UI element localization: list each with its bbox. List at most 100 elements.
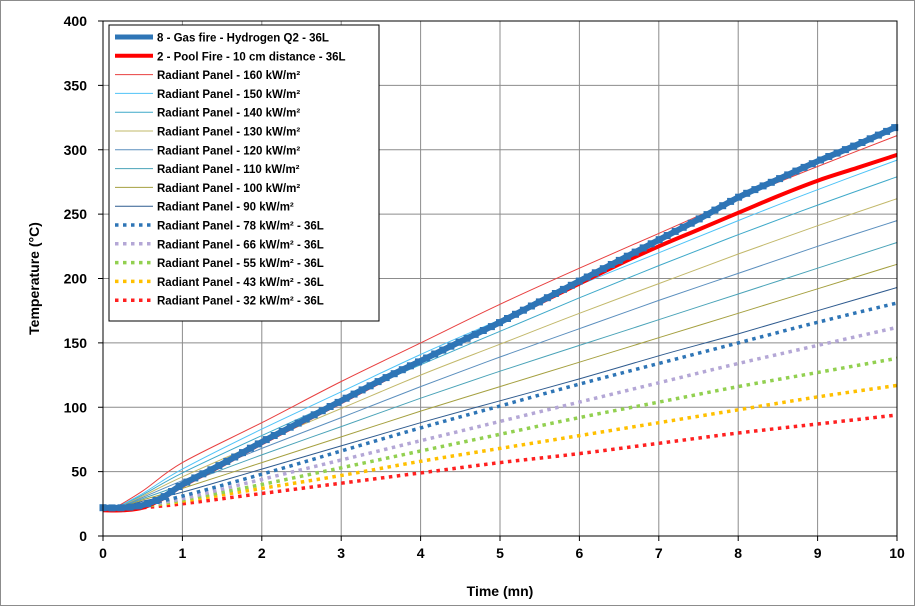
- data-point-marker: [254, 440, 262, 448]
- series-line: [110, 263, 898, 511]
- series-line: [110, 301, 898, 513]
- data-point-marker: [406, 362, 414, 370]
- data-point-marker: [223, 457, 231, 465]
- data-point-marker: [471, 330, 479, 338]
- data-point-marker: [191, 474, 199, 482]
- data-point-marker: [431, 350, 439, 358]
- legend-label: Radiant Panel - 55 kW/m² - 36L: [157, 258, 324, 270]
- data-point-marker: [535, 298, 543, 306]
- data-point-marker: [808, 160, 816, 168]
- data-point-marker: [144, 500, 152, 508]
- data-point-marker: [743, 189, 751, 197]
- data-point-marker: [463, 334, 471, 342]
- data-point-marker: [817, 156, 824, 164]
- data-point-marker: [160, 493, 168, 501]
- data-point-marker: [874, 131, 882, 139]
- data-point-marker: [231, 453, 239, 461]
- x-tick-label: 0: [99, 545, 107, 561]
- x-tick-label: 7: [655, 545, 663, 561]
- data-point-marker: [215, 462, 223, 470]
- data-point-marker: [825, 153, 833, 160]
- x-tick-label: 5: [496, 545, 504, 561]
- data-point-marker: [567, 281, 575, 289]
- data-point-marker: [727, 197, 735, 205]
- data-point-marker: [270, 432, 278, 439]
- data-point-marker: [519, 306, 527, 314]
- x-tick-label: 4: [417, 545, 425, 561]
- data-point-marker: [262, 436, 270, 444]
- data-point-marker: [326, 403, 334, 410]
- x-tick-label: 10: [889, 545, 905, 561]
- data-point-marker: [767, 178, 775, 186]
- data-point-marker: [639, 244, 647, 252]
- data-point-marker: [447, 342, 455, 350]
- data-point-marker: [711, 206, 719, 214]
- data-point-marker: [679, 223, 687, 231]
- data-point-marker: [439, 346, 447, 354]
- data-point-marker: [302, 415, 310, 423]
- series-line: [110, 198, 898, 511]
- data-point-marker: [655, 236, 663, 244]
- legend-label: Radiant Panel - 66 kW/m² - 36L: [157, 239, 324, 251]
- data-point-marker: [512, 310, 519, 318]
- x-tick-label: 8: [734, 545, 742, 561]
- data-point-marker: [543, 294, 551, 302]
- data-point-marker: [423, 354, 431, 362]
- data-point-marker: [527, 302, 535, 310]
- data-point-marker: [776, 175, 784, 183]
- data-point-marker: [695, 215, 703, 223]
- data-point-marker: [117, 504, 125, 512]
- series-line: [110, 159, 898, 511]
- data-point-marker: [559, 285, 567, 293]
- legend-label: Radiant Panel - 160 kW/m²: [157, 70, 300, 82]
- series-line: [110, 176, 898, 511]
- data-point-marker: [310, 411, 318, 419]
- data-point-marker: [334, 398, 342, 406]
- y-tick-label: 0: [79, 528, 87, 544]
- legend-label: Radiant Panel - 32 kW/m² - 36L: [157, 296, 324, 308]
- y-tick-label: 350: [64, 77, 88, 93]
- data-point-marker: [866, 135, 874, 143]
- data-point-marker: [850, 142, 858, 150]
- data-point-marker: [455, 338, 463, 346]
- data-point-marker: [294, 419, 302, 427]
- data-point-marker: [591, 269, 599, 277]
- data-point-marker: [575, 277, 583, 285]
- legend: 8 - Gas fire - Hydrogen Q2 - 36L 2 - Pool…: [108, 24, 380, 322]
- y-axis-label: Temperature (°C): [26, 222, 42, 335]
- data-point-marker: [108, 504, 116, 512]
- data-point-marker: [800, 163, 808, 171]
- x-tick-label: 1: [179, 545, 187, 561]
- legend-label: Radiant Panel - 43 kW/m² - 36L: [157, 277, 324, 289]
- data-point-marker: [607, 261, 615, 268]
- data-point-marker: [599, 265, 607, 273]
- data-point-marker: [687, 219, 695, 227]
- legend-label: Radiant Panel - 78 kW/m² - 36L: [157, 221, 324, 233]
- data-point-marker: [318, 407, 326, 415]
- data-point-marker: [278, 427, 286, 435]
- data-point-marker: [168, 488, 176, 495]
- y-tick-label: 250: [64, 206, 88, 222]
- legend-label: Radiant Panel - 130 kW/m²: [157, 127, 300, 139]
- data-point-marker: [833, 149, 841, 157]
- data-point-marker: [671, 227, 679, 235]
- data-point-marker: [415, 358, 422, 366]
- data-point-marker: [663, 232, 671, 239]
- y-tick-label: 150: [64, 335, 88, 351]
- x-tick-label: 2: [258, 545, 266, 561]
- data-point-marker: [858, 139, 866, 146]
- data-point-marker: [751, 186, 759, 194]
- data-point-marker: [175, 483, 183, 490]
- data-point-marker: [841, 146, 849, 154]
- data-point-marker: [207, 466, 215, 474]
- data-point-marker: [374, 378, 382, 386]
- legend-box: [108, 24, 380, 322]
- data-point-marker: [398, 366, 406, 374]
- data-point-marker: [759, 182, 767, 190]
- data-point-marker: [350, 390, 358, 398]
- data-point-marker: [342, 394, 350, 402]
- legend-label: Radiant Panel - 90 kW/m²: [157, 202, 294, 214]
